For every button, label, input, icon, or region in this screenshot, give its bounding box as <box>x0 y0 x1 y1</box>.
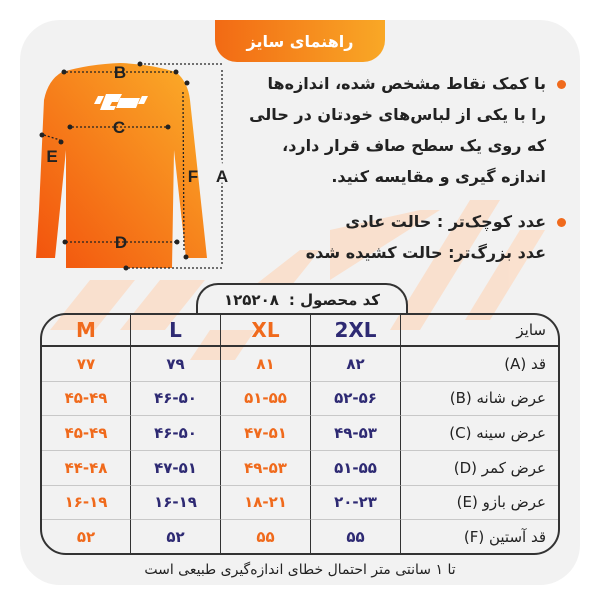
table-row: عرض بازو (E) ۲۰-۲۳ ۱۸-۲۱ ۱۶-۱۹ ۱۶-۱۹ <box>42 485 558 521</box>
cell: ۴۵-۴۹ <box>42 416 130 451</box>
cell: ۴۵-۴۹ <box>42 382 130 417</box>
label-c: C <box>113 118 125 137</box>
table-row: عرض کمر (D) ۵۱-۵۵ ۴۹-۵۳ ۴۷-۵۱ ۴۴-۴۸ <box>42 450 558 486</box>
bullet-icon <box>557 218 566 227</box>
row-label: قد آستین (F) <box>400 520 558 553</box>
label-b: B <box>114 63 126 82</box>
row-label: عرض کمر (D) <box>400 450 558 486</box>
row-label: عرض سینه (C) <box>400 416 558 451</box>
header-size-label: سایز <box>400 315 558 347</box>
row-label: قد (A) <box>400 347 558 382</box>
instruction-line: که روی یک سطح صاف قرار دارد، <box>282 136 546 155</box>
cell: ۷۹ <box>130 347 220 382</box>
cell: ۵۱-۵۵ <box>220 381 310 417</box>
row-label: عرض شانه (B) <box>400 381 558 417</box>
cell: ۵۲ <box>130 520 220 553</box>
label-a: A <box>216 167 228 186</box>
cell: ۵۵ <box>220 520 310 553</box>
instruction-numbers: عدد کوچک‌تر : حالت عادی عدد بزرگ‌تر: حال… <box>220 206 568 268</box>
cell: ۵۵ <box>310 520 400 553</box>
cell: ۴۷-۵۱ <box>220 416 310 451</box>
cell: ۸۲ <box>310 347 400 382</box>
instruction-line: را با یکی از لباس‌های خودتان در حالی <box>249 105 546 124</box>
instruction-line: عدد بزرگ‌تر: حالت کشیده شده <box>305 243 546 262</box>
page-title: راهنمای سایز <box>215 20 385 62</box>
instruction-line: عدد کوچک‌تر : حالت عادی <box>345 212 546 231</box>
instruction-line: با کمک نقاط مشخص شده، اندازه‌ها <box>267 74 546 93</box>
instruction-measure: با کمک نقاط مشخص شده، اندازه‌ها را با یک… <box>220 68 568 192</box>
product-code-value: ۱۲۵۲۰۸ <box>223 291 279 309</box>
product-code-label: کد محصول : <box>288 291 381 309</box>
bullet-icon <box>557 80 566 89</box>
shirt-diagram: B C D E F A <box>36 61 231 271</box>
cell: ۴۶-۵۰ <box>130 416 220 451</box>
cell: ۵۲-۵۶ <box>310 381 400 417</box>
header-size: M <box>42 315 130 347</box>
row-label: عرض بازو (E) <box>400 485 558 521</box>
cell: ۵۲ <box>76 527 96 546</box>
cell: ۱۶-۱۹ <box>42 486 130 521</box>
instructions: با کمک نقاط مشخص شده، اندازه‌ها را با یک… <box>220 68 568 268</box>
cell: ۲۰-۲۳ <box>310 485 400 521</box>
cell: ۱۶-۱۹ <box>130 485 220 521</box>
header-size: L <box>130 315 220 347</box>
table-row: قد آستین (F) ۵۵ ۵۵ ۵۲ ۵۲ <box>42 520 558 553</box>
label-f: F <box>188 167 198 186</box>
size-table: سایز 2XL XL L M قد (A) ۸۲ ۸۱ ۷۹ ۷۷ عرض شانه … <box>40 313 560 555</box>
label-d: D <box>115 233 127 252</box>
label-e: E <box>46 147 57 166</box>
cell: ۴۹-۵۳ <box>310 416 400 451</box>
brand-logo <box>94 94 148 110</box>
table-row: قد (A) ۸۲ ۸۱ ۷۹ ۷۷ <box>42 347 558 382</box>
cell: ۷۷ <box>42 347 130 382</box>
header-size: 2XL <box>310 315 400 347</box>
cell: ۴۷-۵۱ <box>130 450 220 486</box>
cell: ۴۴-۴۸ <box>42 451 130 486</box>
cell: ۴۶-۵۰ <box>130 381 220 417</box>
product-code: کد محصول : ۱۲۵۲۰۸ <box>196 283 408 315</box>
cell: ۴۹-۵۳ <box>220 450 310 486</box>
table-row: عرض سینه (C) ۴۹-۵۳ ۴۷-۵۱ ۴۶-۵۰ ۴۵-۴۹ <box>42 416 558 451</box>
measurement-note: تا ۱ سانتی متر احتمال خطای اندازه‌گیری ط… <box>144 562 456 578</box>
instruction-line: اندازه گیری و مقایسه کنید. <box>331 167 546 186</box>
cell: ۱۸-۲۱ <box>220 485 310 521</box>
header-size: XL <box>220 315 310 347</box>
table-row: عرض شانه (B) ۵۲-۵۶ ۵۱-۵۵ ۴۶-۵۰ ۴۵-۴۹ <box>42 381 558 417</box>
cell: ۸۱ <box>220 347 310 382</box>
cell: ۵۱-۵۵ <box>310 450 400 486</box>
shirt-shape <box>36 63 207 268</box>
table-header-row: سایز 2XL XL L M <box>42 315 558 347</box>
